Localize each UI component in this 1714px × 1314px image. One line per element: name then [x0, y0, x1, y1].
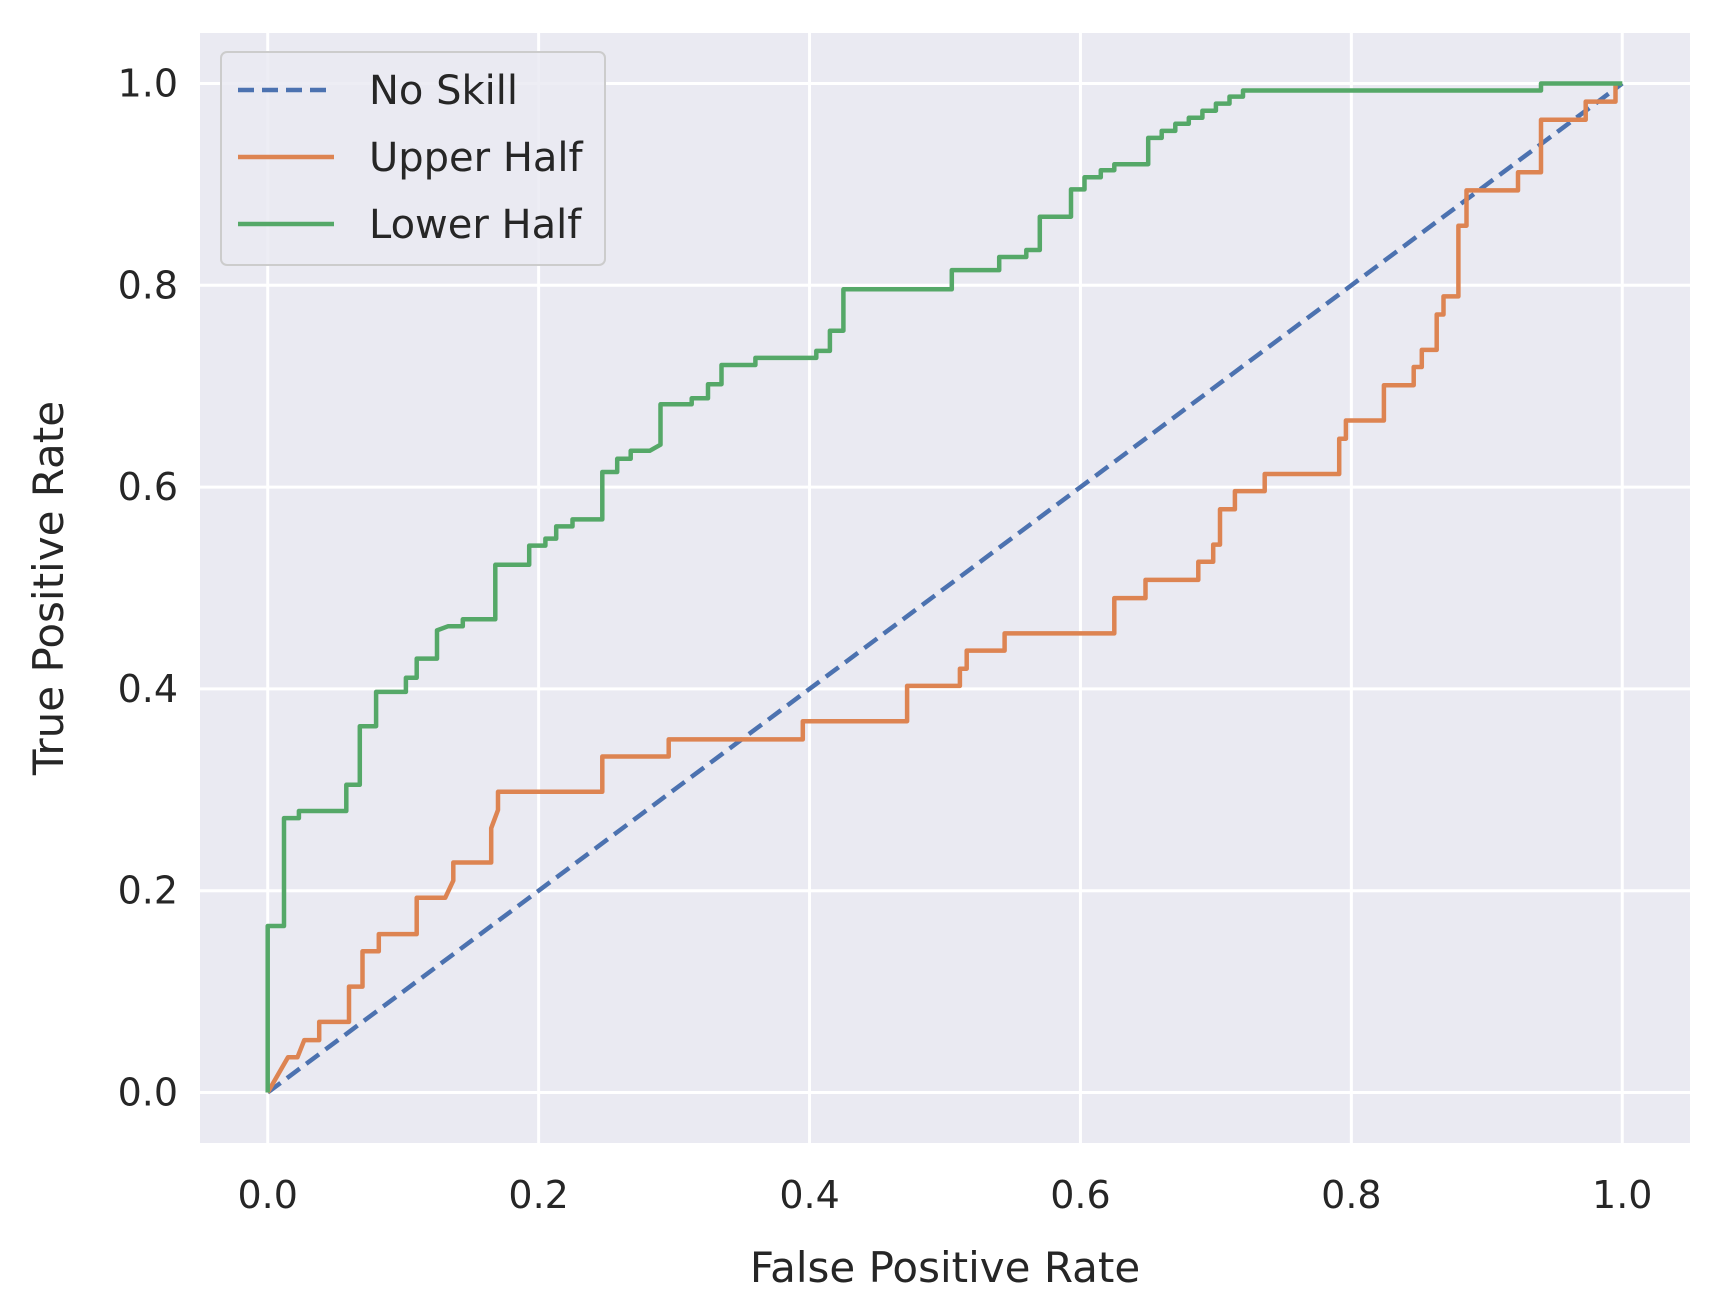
y-tick-label: 0.8	[118, 263, 178, 307]
series-line-upper-half	[265, 83, 1618, 1094]
tick-labels: 0.0 0.2 0.4 0.6 0.8 1.0 0.0 0.2 0.4 0.6 0.8 1.0	[118, 61, 1653, 1217]
x-tick-label: 0.0	[238, 1173, 298, 1217]
y-tick-label: 0.2	[118, 869, 178, 913]
series-line-no-skill	[266, 81, 1624, 1095]
y-tick-label: 0.0	[118, 1071, 178, 1115]
x-tick-label: 0.8	[1321, 1173, 1381, 1217]
y-axis-label: True Positive Rate	[24, 401, 73, 776]
legend-label: Upper Half	[369, 135, 584, 181]
x-tick-label: 0.4	[779, 1173, 839, 1217]
series-lines	[265, 81, 1624, 1095]
legend: No Skill Upper Half Lower Half	[220, 51, 606, 266]
y-tick-label: 0.4	[118, 667, 178, 711]
legend-label: Lower Half	[369, 202, 582, 248]
x-tick-label: 0.2	[508, 1173, 568, 1217]
y-tick-label: 1.0	[118, 61, 178, 105]
x-tick-label: 0.6	[1050, 1173, 1110, 1217]
series-line-lower-half	[265, 81, 1623, 1093]
x-tick-label: 1.0	[1592, 1173, 1652, 1217]
legend-box	[220, 51, 606, 266]
x-axis-label: False Positive Rate	[750, 1243, 1140, 1292]
legend-label: No Skill	[369, 68, 518, 114]
y-tick-label: 0.6	[118, 465, 178, 509]
